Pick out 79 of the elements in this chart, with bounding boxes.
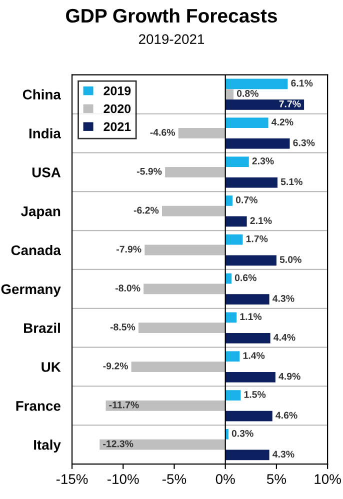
data-label: 6.1% (291, 80, 313, 87)
bar (144, 284, 226, 294)
data-label: 1.7% (246, 235, 268, 242)
x-tick-label: 10% (314, 474, 341, 484)
y-tick-label: Italy (34, 440, 61, 453)
bar (144, 244, 226, 256)
x-tick-label: 0% (216, 474, 235, 484)
bar (225, 138, 290, 149)
bar (165, 166, 226, 178)
legend-label: 2019 (104, 86, 131, 96)
data-label: 4.3% (272, 450, 294, 458)
data-label: 1.1% (240, 313, 262, 320)
y-tick-label: UK (42, 362, 61, 372)
data-label: 0.8% (236, 90, 258, 97)
data-label: -12.3% (103, 440, 134, 448)
chart-subtitle: 2019-2021 (138, 34, 204, 44)
data-label: 0.3% (232, 430, 254, 437)
bar (100, 439, 226, 450)
bar (225, 312, 237, 323)
bar (225, 89, 234, 100)
y-tick-label: USA (32, 167, 61, 178)
legend-label: 2020 (104, 104, 131, 114)
data-label: 2.1% (250, 217, 272, 224)
data-label: 2.3% (252, 158, 274, 164)
data-label: 1.5% (244, 391, 266, 398)
data-label: -7.9% (116, 246, 142, 253)
data-label: -4.6% (150, 128, 176, 136)
y-tick-label: Canada (11, 244, 62, 256)
data-label: 6.3% (293, 139, 315, 146)
data-label: 0.7% (236, 196, 258, 204)
bar (225, 390, 241, 400)
bar (178, 128, 226, 138)
data-label: 4.9% (278, 372, 300, 380)
bar (225, 234, 243, 245)
x-tick-label: -5% (162, 474, 186, 484)
data-label: 0.6% (234, 274, 256, 282)
x-tick-label: -10% (108, 474, 139, 484)
data-label: 7.7% (279, 100, 301, 108)
bar (225, 216, 247, 227)
bar (225, 118, 268, 128)
bar (131, 362, 226, 372)
chart-title: GDP Growth Forecasts (66, 8, 277, 23)
y-tick-label: China (22, 89, 62, 100)
x-tick-label: 5% (266, 474, 286, 484)
data-label: 4.6% (276, 412, 298, 419)
bar (106, 400, 226, 411)
y-tick-label: Germany (1, 284, 61, 297)
data-label: 4.3% (272, 295, 294, 302)
data-label: 4.4% (274, 334, 296, 341)
bar (225, 333, 270, 344)
bar (225, 294, 270, 304)
data-label: -8.5% (110, 324, 136, 330)
bar (225, 156, 249, 167)
data-label: -9.2% (103, 362, 128, 370)
data-label: -8.0% (115, 284, 140, 292)
data-label: 4.2% (271, 118, 294, 126)
legend-label: 2021 (104, 122, 131, 132)
data-label: 5.0% (280, 256, 302, 263)
bar (162, 206, 226, 216)
bar (225, 100, 304, 110)
data-label: -6.2% (134, 206, 159, 214)
data-label: 5.1% (280, 178, 302, 186)
data-label: -5.9% (136, 168, 162, 175)
bar (225, 372, 276, 382)
y-tick-label: France (16, 401, 60, 411)
data-label: -11.7% (109, 401, 139, 408)
y-tick-label: Brazil (24, 322, 60, 334)
bar (225, 410, 272, 422)
x-tick-label: -15% (56, 474, 88, 484)
y-tick-label: Japan (20, 206, 60, 219)
data-label: 1.4% (243, 352, 265, 359)
bar (225, 78, 288, 90)
bar (225, 196, 233, 206)
bar (225, 177, 278, 188)
bar (225, 351, 240, 362)
bar (225, 255, 276, 266)
y-tick-label: India (29, 128, 62, 138)
bar (138, 322, 226, 334)
bar (225, 450, 270, 460)
